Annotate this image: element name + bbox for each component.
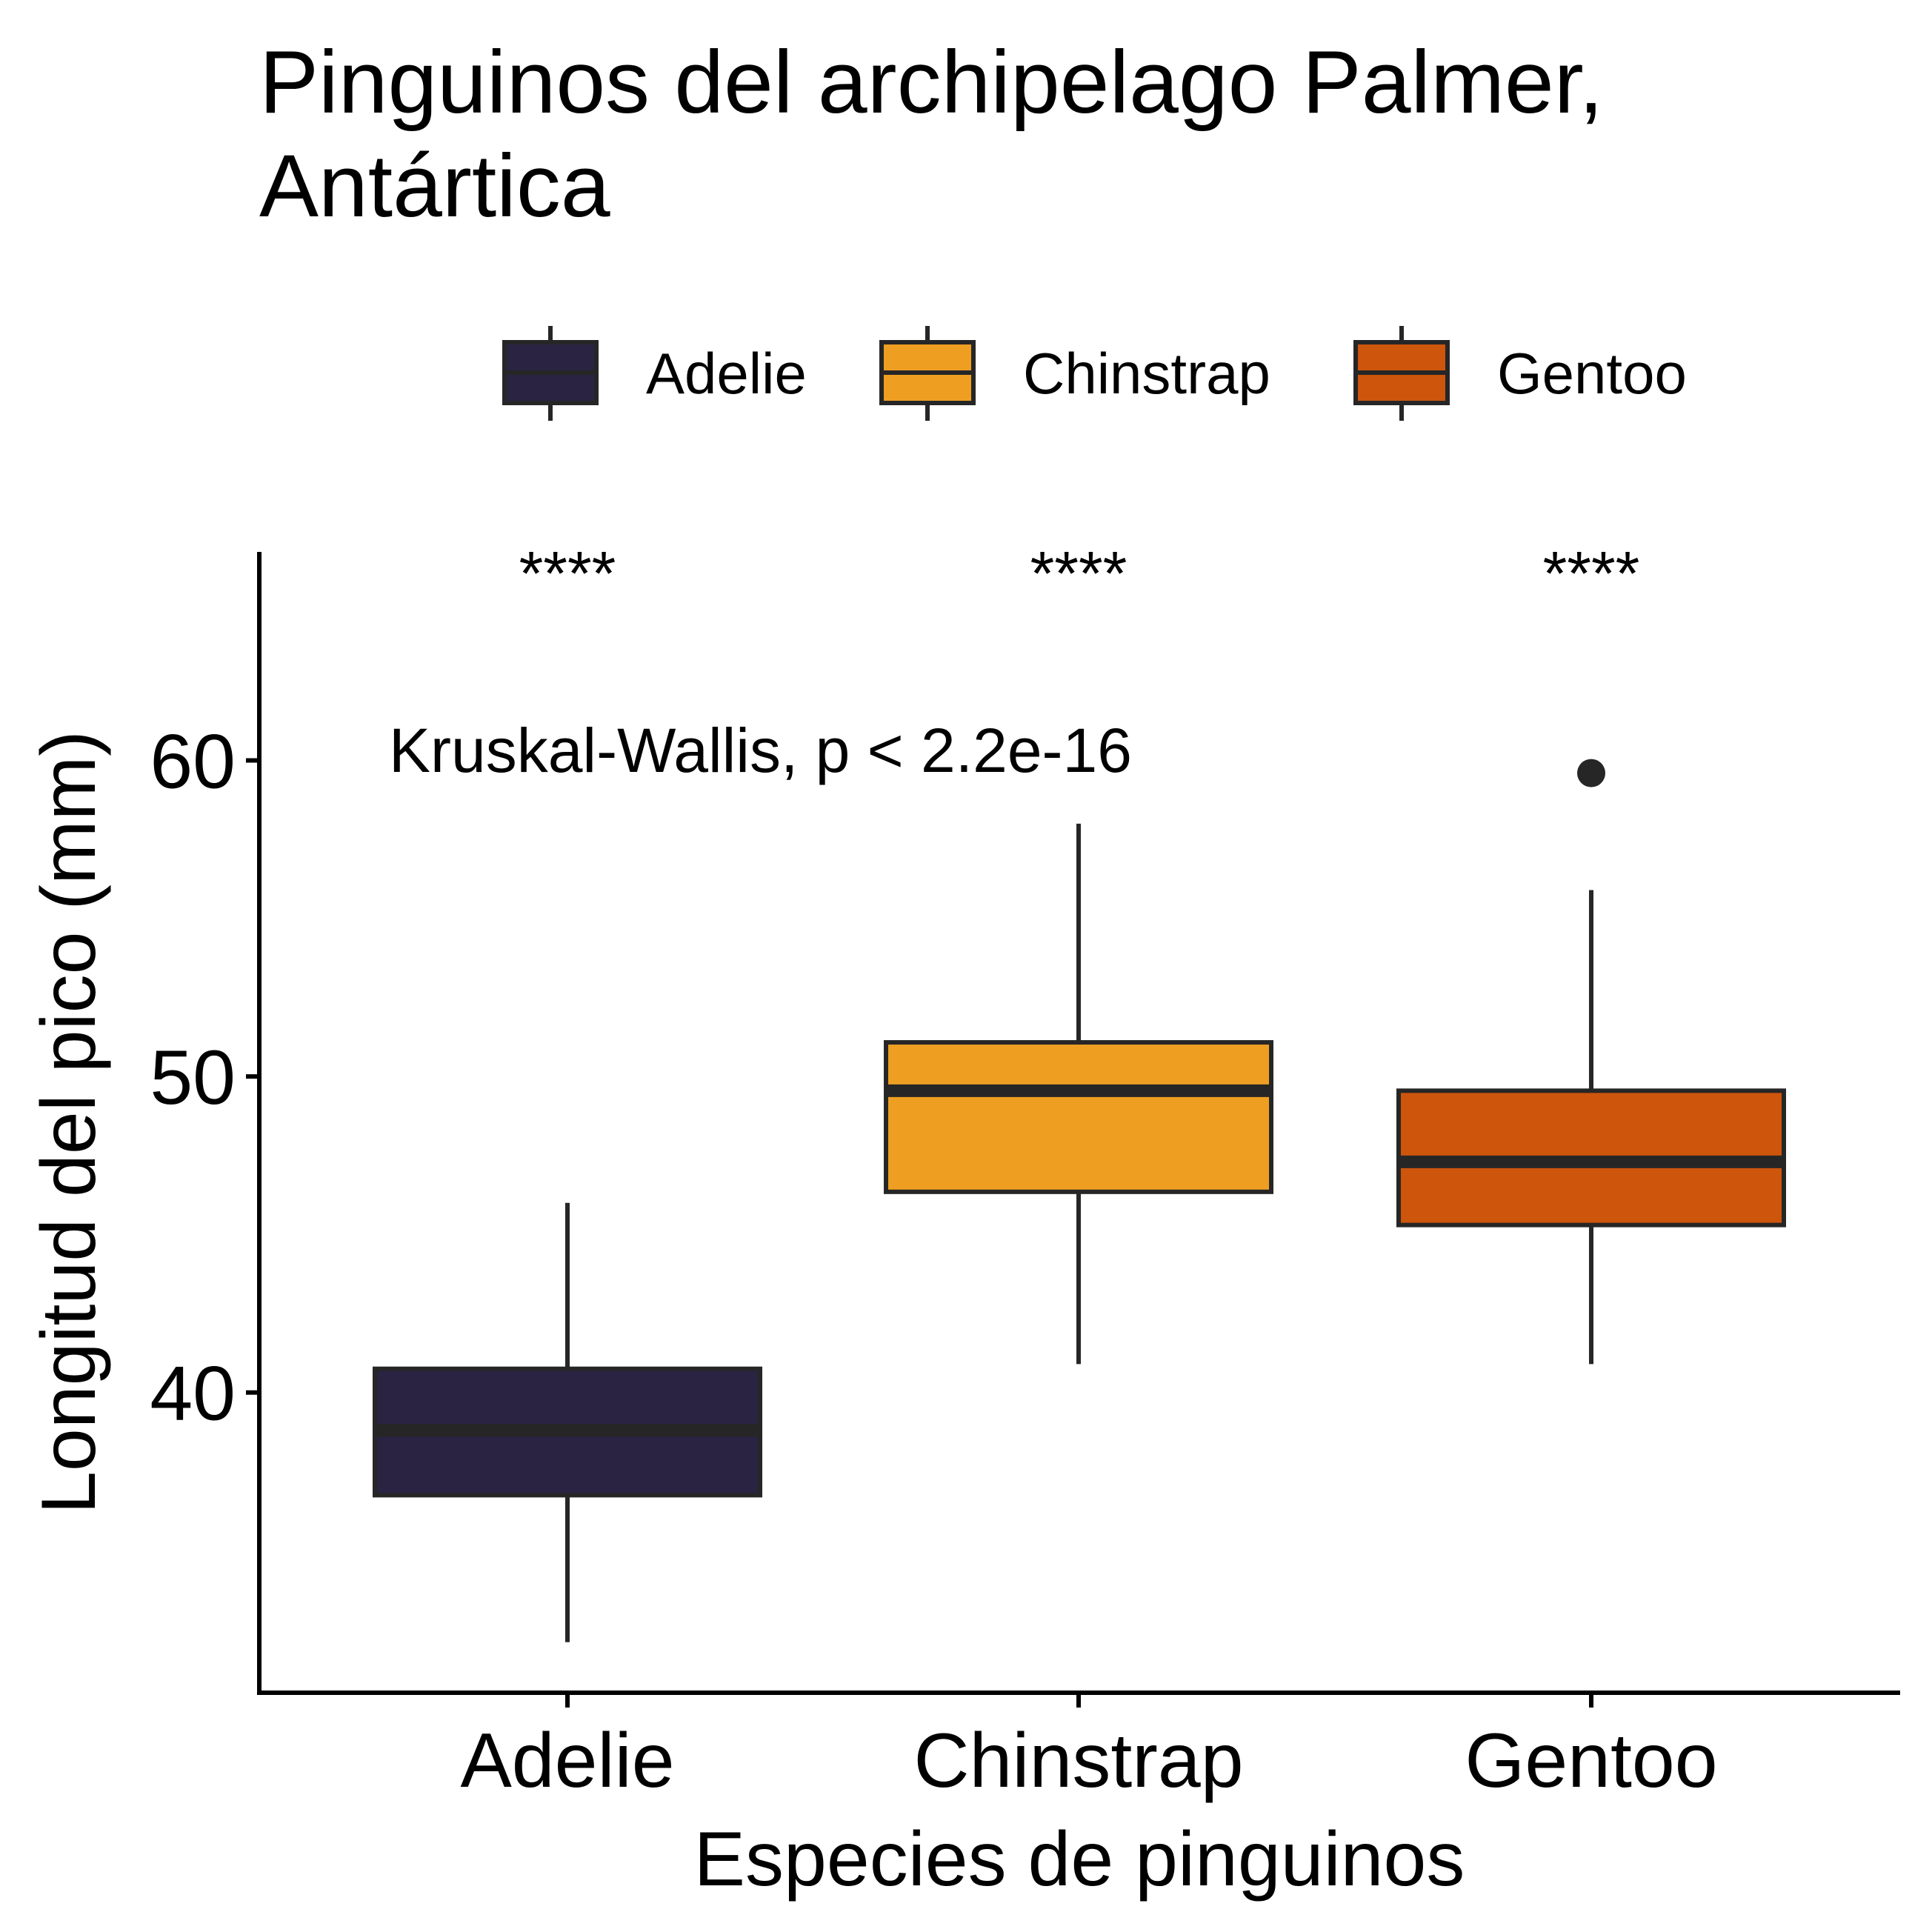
outlier-point-gentoo-0 (1577, 759, 1605, 787)
x-axis-title: Especies de pinguinos (694, 1816, 1465, 1902)
chart-title-line-1: Pinguinos del archipelago Palmer, (259, 33, 1603, 132)
y-tick-label-40: 40 (150, 1351, 236, 1437)
y-axis-title: Longitud del pico (mm) (26, 730, 112, 1514)
chart-title: Pinguinos del archipelago Palmer, Antárt… (259, 33, 1603, 236)
significance-stars: **** **** **** (519, 539, 1640, 608)
y-tick-label-60: 60 (150, 719, 236, 805)
chart-title-line-2: Antártica (259, 136, 610, 236)
significance-stars-adelie: **** (519, 539, 616, 608)
legend-item-adelie: Adelie (502, 326, 807, 421)
legend-label-chinstrap: Chinstrap (1023, 341, 1270, 406)
legend-item-chinstrap: Chinstrap (879, 326, 1270, 421)
box-adelie (373, 1202, 762, 1642)
box-body-chinstrap (884, 1040, 1273, 1194)
x-tick-label-chinstrap: Chinstrap (913, 1718, 1243, 1804)
box-chinstrap (884, 823, 1273, 1365)
y-axis-ticks: 40 50 60 (150, 719, 259, 1437)
significance-stars-chinstrap: **** (1030, 539, 1127, 608)
significance-stars-gentoo: **** (1543, 539, 1640, 608)
x-tick-label-adelie: Adelie (460, 1718, 674, 1804)
legend-item-gentoo: Gentoo (1353, 326, 1687, 421)
kruskal-wallis-annotation: Kruskal-Wallis, p < 2.2e-16 (389, 716, 1132, 785)
boxplot-boxes (373, 759, 1786, 1642)
box-gentoo (1396, 759, 1786, 1365)
legend-label-gentoo: Gentoo (1497, 341, 1687, 406)
y-tick-label-50: 50 (150, 1035, 236, 1121)
legend: Adelie Chinstrap Gentoo (502, 326, 1687, 421)
legend-label-adelie: Adelie (646, 341, 807, 406)
x-axis-ticks: Adelie Chinstrap Gentoo (460, 1693, 1718, 1804)
x-tick-label-gentoo: Gentoo (1465, 1718, 1717, 1804)
